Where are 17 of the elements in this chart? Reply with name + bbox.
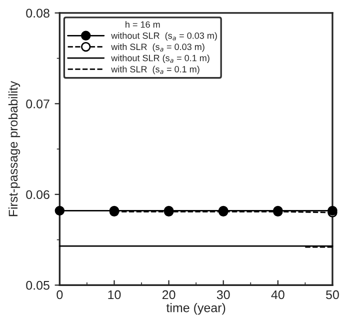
legend-label: without SLR (s$_{a}$ = 0.03 m) <box>111 32 217 41</box>
x-tick-label: 30 <box>216 290 230 300</box>
y-tick-label: 0.05 <box>26 280 50 290</box>
y-tick-label: 0.07 <box>26 99 50 108</box>
legend-label: with SLR (s$_{a}$ = 0.03 m) <box>111 43 204 52</box>
x-tick-label: 10 <box>108 290 121 300</box>
legend-label: without SLR (s$_{a}$ = 0.1 m) <box>111 54 210 64</box>
legend-label: with SLR (s$_{a}$ = 0.1 m) <box>111 66 200 74</box>
y-axis-title: First-passage probability <box>8 80 20 216</box>
y-tick-label: 0.06 <box>26 190 50 200</box>
legend-title: h = 16 m <box>126 21 160 28</box>
x-tick-label: 0 <box>56 290 63 300</box>
x-tick-label: 20 <box>162 290 176 300</box>
y-tick-label: 0.08 <box>26 8 50 18</box>
x-tick-label: 50 <box>326 290 339 300</box>
x-axis-title: time (year) <box>166 303 226 315</box>
x-tick-label: 40 <box>271 290 284 300</box>
